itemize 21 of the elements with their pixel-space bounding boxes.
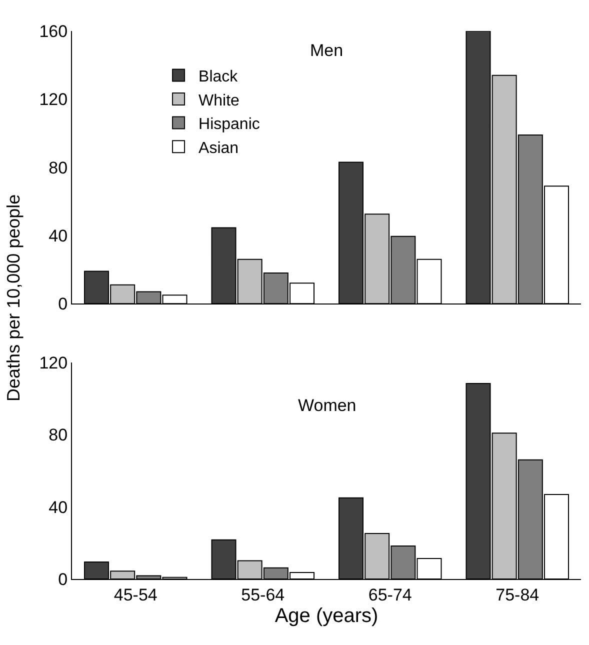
x-tick-label: 65-74: [368, 585, 412, 604]
x-axis-title: Age (years): [274, 604, 378, 627]
x-tick-label: 75-84: [496, 585, 540, 604]
text: Women: [298, 396, 356, 415]
legend-label: Black: [198, 68, 239, 86]
y-tick-label: 40: [48, 226, 68, 246]
y-tick-label: 80: [48, 426, 68, 445]
y-tick-label: 40: [48, 498, 68, 517]
y-tick-label: 160: [39, 22, 68, 41]
y-tick-label: 0: [58, 294, 68, 314]
x-tick-label: 45-54: [114, 585, 158, 604]
legend-label: Hispanic: [198, 116, 260, 134]
y-tick-label: 120: [39, 90, 68, 110]
y-tick-label: 0: [58, 570, 68, 589]
x-tick-label: 55-64: [241, 585, 285, 604]
y-tick-label: 120: [39, 354, 68, 373]
y-tick-label: 80: [48, 158, 68, 178]
legend-label: White: [198, 92, 240, 110]
y-axis-title: Deaths per 10,000 people: [3, 194, 24, 402]
text: Men: [310, 41, 344, 60]
legend-label: Asian: [198, 140, 239, 157]
